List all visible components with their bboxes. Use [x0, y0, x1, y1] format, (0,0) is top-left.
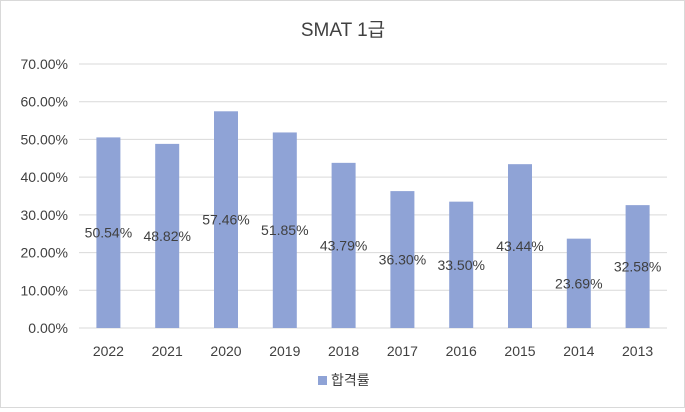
y-tick-label: 70.00% — [21, 56, 68, 72]
y-tick-label: 50.00% — [21, 131, 68, 147]
bar — [566, 238, 591, 328]
data-label: 43.79% — [320, 237, 367, 253]
x-tick-label: 2014 — [563, 343, 594, 359]
legend-swatch-icon — [318, 376, 327, 385]
legend-label: 합격률 — [331, 372, 370, 388]
x-tick-label: 2016 — [446, 343, 477, 359]
x-tick-label: 2015 — [504, 343, 535, 359]
data-label: 50.54% — [85, 225, 132, 241]
data-label: 23.69% — [555, 275, 602, 291]
x-tick-label: 2019 — [269, 343, 300, 359]
bars — [96, 111, 650, 328]
data-labels: 50.54% 48.82% 57.46% 51.85% 43.79% 36.30% 33.5… — [85, 212, 662, 292]
data-label: 32.58% — [614, 259, 661, 275]
bar — [214, 111, 238, 328]
data-label: 57.46% — [202, 212, 249, 228]
bar — [331, 162, 356, 328]
legend: 합격률 — [318, 372, 370, 388]
x-axis-ticks: 2022 2021 2020 2019 2018 2017 2016 2015 2014 2013 — [93, 343, 654, 359]
bar — [272, 132, 297, 328]
data-label: 33.50% — [437, 257, 484, 273]
x-tick-label: 2013 — [622, 343, 653, 359]
chart-title: SMAT 1급 — [301, 20, 385, 41]
data-label: 36.30% — [379, 252, 426, 268]
y-tick-label: 10.00% — [21, 282, 68, 298]
y-tick-label: 40.00% — [21, 169, 68, 185]
x-tick-label: 2018 — [328, 343, 359, 359]
x-tick-label: 2017 — [387, 343, 418, 359]
bar — [96, 137, 121, 328]
y-tick-label: 30.00% — [21, 207, 68, 223]
x-tick-label: 2021 — [152, 343, 183, 359]
data-label: 43.44% — [496, 238, 543, 254]
bar — [155, 143, 180, 328]
data-label: 48.82% — [143, 228, 190, 244]
data-label: 51.85% — [261, 222, 308, 238]
y-axis-ticks: 0.00% 10.00% 20.00% 30.00% 40.00% 50.00% 60.00… — [21, 56, 68, 336]
bar — [508, 164, 532, 328]
y-tick-label: 0.00% — [28, 320, 68, 336]
bar — [625, 205, 650, 328]
y-tick-label: 60.00% — [21, 94, 68, 110]
bar — [449, 201, 474, 328]
bar — [390, 191, 415, 328]
x-tick-label: 2020 — [210, 343, 241, 359]
x-tick-label: 2022 — [93, 343, 124, 359]
y-tick-label: 20.00% — [21, 245, 68, 261]
